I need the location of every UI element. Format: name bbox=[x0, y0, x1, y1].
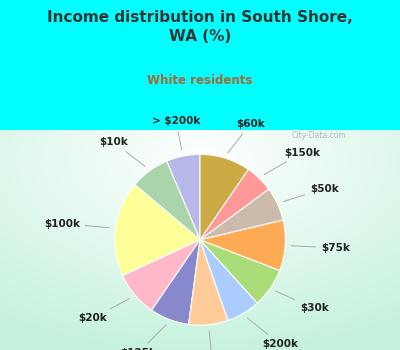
Text: $50k: $50k bbox=[283, 184, 339, 202]
Text: $200k: $200k bbox=[248, 318, 298, 349]
Text: > $200k: > $200k bbox=[152, 116, 200, 150]
Text: White residents: White residents bbox=[147, 74, 253, 86]
Wedge shape bbox=[200, 240, 257, 320]
Wedge shape bbox=[200, 189, 283, 240]
Text: Income distribution in South Shore,
WA (%): Income distribution in South Shore, WA (… bbox=[47, 10, 353, 44]
Text: $150k: $150k bbox=[264, 148, 320, 175]
Text: $10k: $10k bbox=[99, 137, 145, 167]
Wedge shape bbox=[115, 184, 200, 276]
Wedge shape bbox=[200, 240, 280, 303]
Text: $20k: $20k bbox=[79, 299, 130, 323]
Text: $75k: $75k bbox=[291, 243, 350, 253]
Wedge shape bbox=[200, 169, 269, 240]
Text: $125k: $125k bbox=[120, 324, 166, 350]
Text: $100k: $100k bbox=[44, 219, 109, 229]
Wedge shape bbox=[122, 240, 200, 310]
Wedge shape bbox=[167, 154, 200, 240]
Wedge shape bbox=[200, 154, 248, 240]
Wedge shape bbox=[135, 161, 200, 240]
Wedge shape bbox=[189, 240, 228, 325]
Wedge shape bbox=[152, 240, 200, 324]
Text: City-Data.com: City-Data.com bbox=[292, 131, 347, 140]
Wedge shape bbox=[200, 220, 285, 271]
Text: $60k: $60k bbox=[228, 119, 265, 153]
Text: $30k: $30k bbox=[276, 291, 329, 313]
Text: $40k: $40k bbox=[198, 331, 226, 350]
